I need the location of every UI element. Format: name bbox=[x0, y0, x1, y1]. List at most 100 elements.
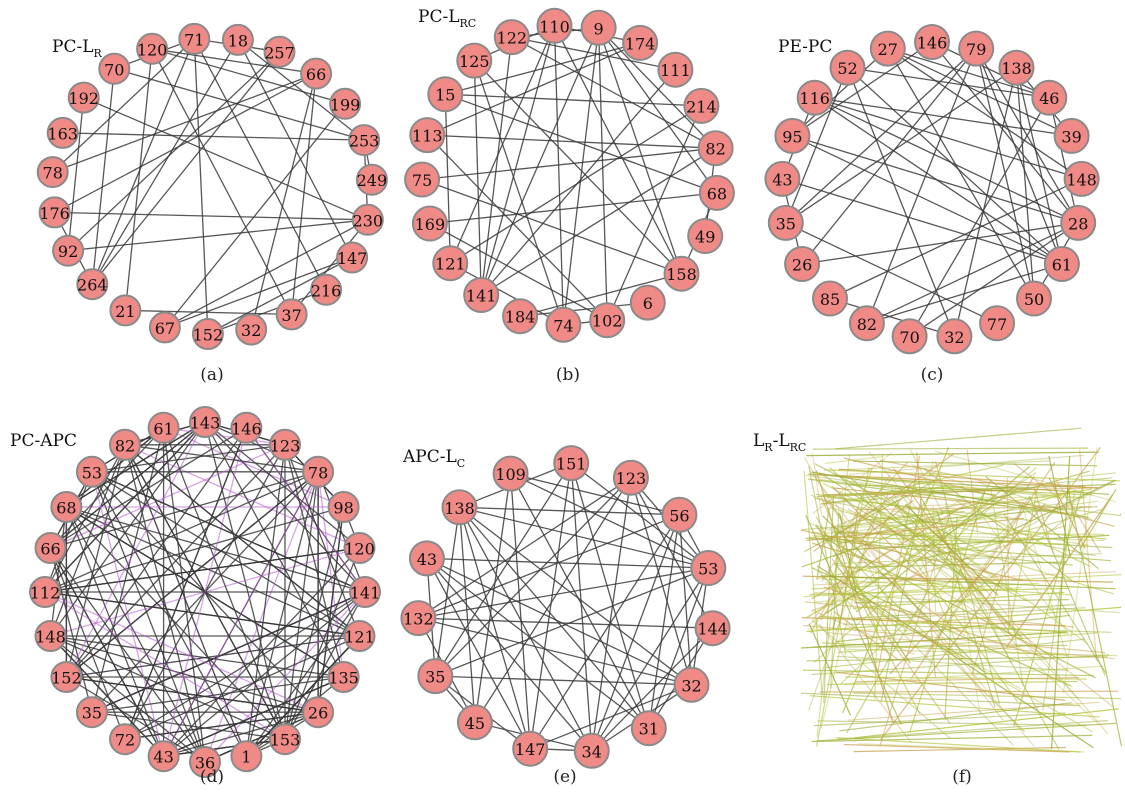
edge bbox=[44, 444, 126, 593]
node-109: 109 bbox=[492, 455, 529, 492]
edge bbox=[909, 97, 1050, 337]
node-circle bbox=[275, 298, 308, 331]
edge bbox=[237, 39, 353, 258]
panel-b-caption: (b) bbox=[556, 365, 580, 385]
edge bbox=[474, 473, 512, 723]
node-circle bbox=[589, 302, 626, 339]
node-label: 82 bbox=[857, 315, 877, 334]
edge bbox=[65, 506, 206, 763]
edge bbox=[91, 427, 165, 713]
edge bbox=[50, 471, 319, 549]
hairball-edge bbox=[838, 524, 1039, 652]
hairball-edge bbox=[848, 454, 1084, 475]
edge bbox=[91, 38, 195, 285]
panel-d-edges bbox=[44, 421, 366, 763]
node-label: 35 bbox=[776, 214, 796, 233]
node-113: 113 bbox=[409, 117, 446, 154]
node-circle bbox=[622, 24, 659, 61]
edge bbox=[91, 471, 366, 593]
hairball-edge bbox=[843, 665, 1104, 685]
node-78: 78 bbox=[36, 156, 69, 189]
edge bbox=[480, 37, 513, 296]
edge bbox=[204, 421, 360, 549]
edge bbox=[426, 558, 531, 750]
hairball-edge bbox=[1012, 479, 1116, 531]
hairball-edge bbox=[845, 676, 1087, 680]
panel-e-caption: (e) bbox=[553, 767, 576, 787]
edge bbox=[449, 25, 556, 264]
edge bbox=[124, 444, 248, 757]
edge bbox=[284, 444, 345, 678]
node-35: 35 bbox=[75, 696, 108, 729]
node-34: 34 bbox=[573, 732, 610, 769]
node-circle bbox=[661, 496, 698, 533]
edge bbox=[473, 60, 565, 326]
node-45: 45 bbox=[456, 704, 493, 741]
node-label: 70 bbox=[899, 328, 919, 347]
edge bbox=[44, 471, 319, 593]
node-label: 66 bbox=[40, 540, 60, 559]
node-label: 102 bbox=[592, 312, 623, 331]
edge bbox=[630, 477, 693, 685]
edge bbox=[65, 427, 165, 508]
node-label: 35 bbox=[425, 668, 445, 687]
edge bbox=[509, 473, 531, 749]
edge bbox=[792, 41, 933, 137]
node-label: 74 bbox=[553, 316, 573, 335]
edge bbox=[52, 72, 317, 173]
hairball-edge bbox=[823, 532, 1026, 733]
hairball-edge bbox=[853, 746, 1066, 753]
node-circle bbox=[34, 620, 67, 652]
node-label: 214 bbox=[686, 97, 717, 116]
edge bbox=[204, 591, 366, 763]
node-35: 35 bbox=[417, 658, 454, 695]
node-circle bbox=[349, 576, 381, 608]
node-circle bbox=[784, 246, 821, 282]
hairball-edge bbox=[811, 619, 951, 739]
edge bbox=[237, 39, 365, 141]
edge bbox=[124, 711, 319, 740]
edge bbox=[459, 506, 709, 569]
node-circle bbox=[629, 284, 666, 321]
edge bbox=[66, 676, 319, 713]
edge bbox=[162, 427, 286, 740]
panel-e: APC-LC 151 123 56 53 144 32 31 34 147 45 35 132 43 13… bbox=[400, 445, 731, 787]
node-circle bbox=[698, 174, 735, 211]
node-circle bbox=[1016, 280, 1052, 317]
hairball-edge bbox=[808, 473, 1110, 495]
edge bbox=[49, 421, 206, 637]
edge bbox=[91, 676, 344, 713]
node-36: 36 bbox=[189, 746, 221, 778]
hairball-edge bbox=[1051, 456, 1071, 749]
edge bbox=[975, 48, 1063, 265]
panel-e-title: APC-LC bbox=[402, 447, 465, 470]
edge bbox=[91, 444, 286, 473]
edge bbox=[204, 421, 345, 678]
edge bbox=[426, 557, 650, 729]
node-label: 32 bbox=[681, 676, 701, 695]
node-67: 67 bbox=[148, 311, 181, 344]
node-circle bbox=[914, 24, 950, 60]
edge bbox=[418, 617, 692, 686]
edge bbox=[207, 256, 353, 335]
node-label: 230 bbox=[353, 211, 384, 230]
edge bbox=[459, 506, 650, 729]
hairball-edge bbox=[839, 513, 858, 595]
hairball-edge bbox=[923, 496, 1030, 657]
edge bbox=[426, 557, 709, 569]
node-249: 249 bbox=[355, 163, 388, 196]
node-label: 52 bbox=[837, 59, 857, 78]
node-label: 26 bbox=[308, 704, 328, 723]
node-circle bbox=[327, 491, 360, 523]
edge bbox=[124, 444, 360, 637]
node-label: 77 bbox=[987, 315, 1007, 334]
node-61: 61 bbox=[1043, 246, 1080, 282]
edge bbox=[44, 547, 360, 593]
node-32: 32 bbox=[673, 666, 710, 703]
hairball-edge bbox=[839, 470, 1090, 545]
node-label: 32 bbox=[944, 328, 964, 347]
node-85: 85 bbox=[812, 280, 848, 317]
node-199: 199 bbox=[329, 87, 362, 120]
